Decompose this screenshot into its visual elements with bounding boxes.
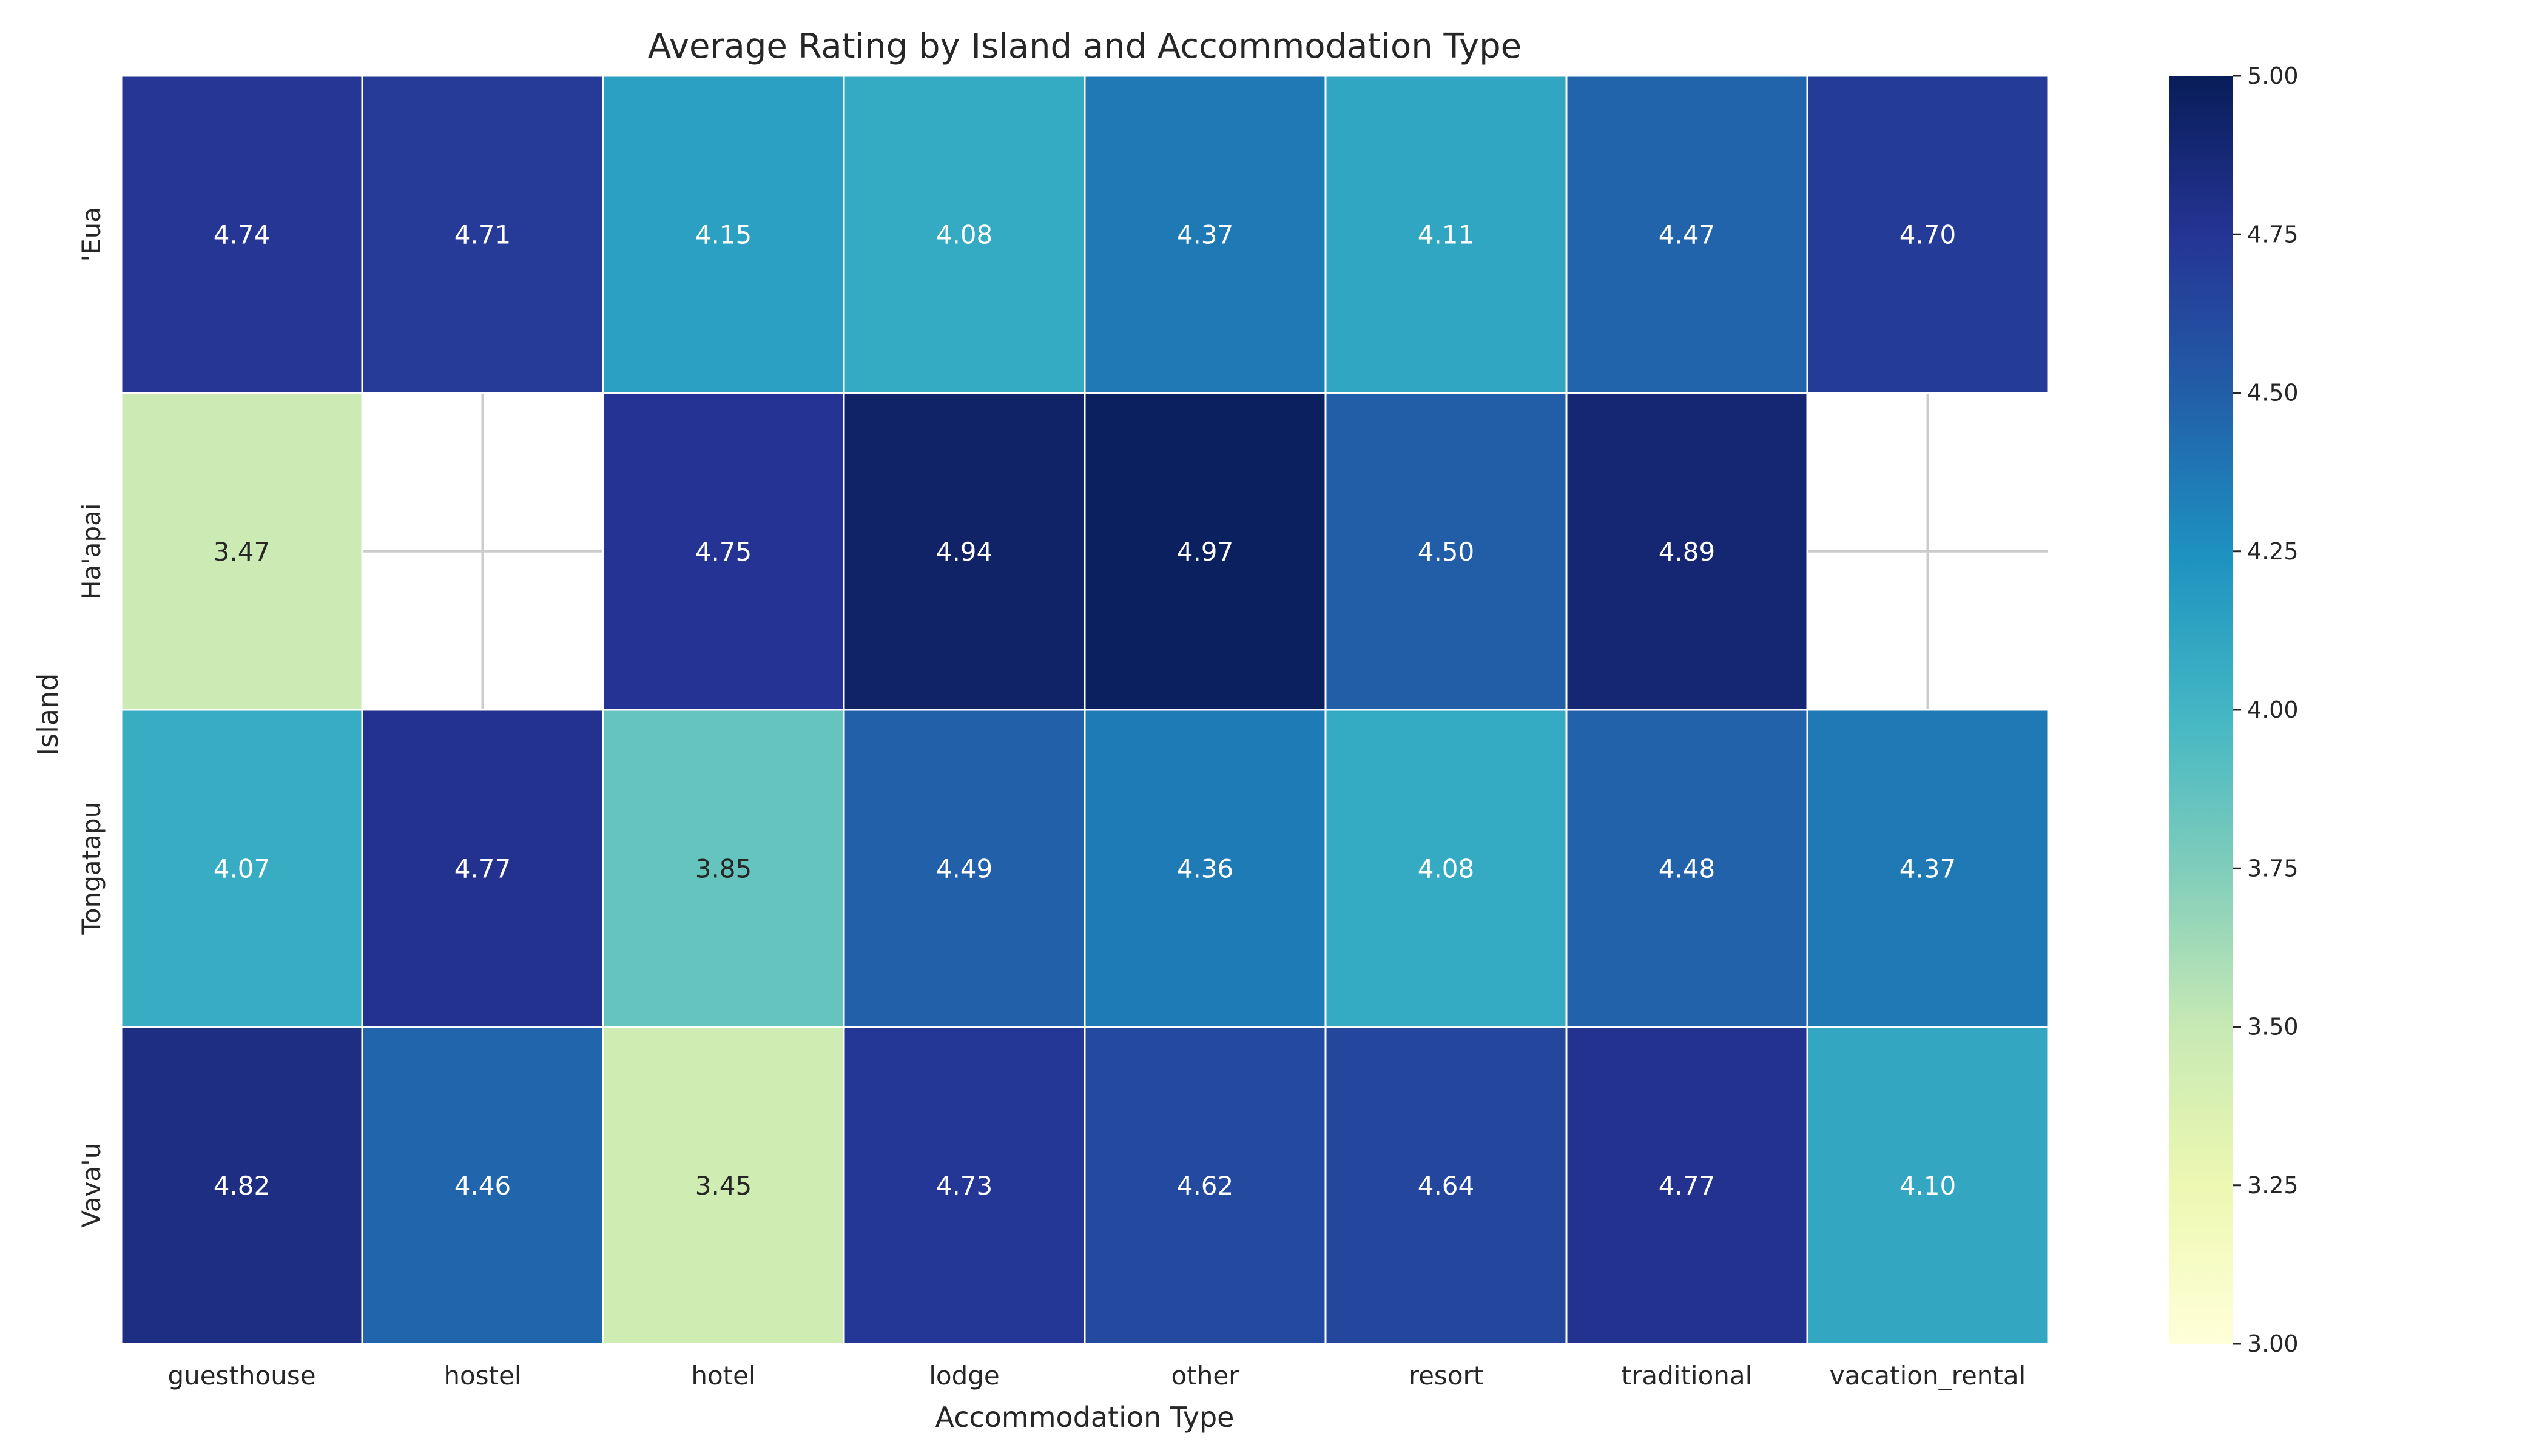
x-tick-label: hotel [691, 1361, 755, 1390]
y-tick-label: Ha'apai [76, 503, 106, 599]
x-tick-label: hostel [443, 1361, 521, 1390]
heatmap-cell [1565, 75, 1808, 394]
heatmap-cell [1806, 75, 2049, 394]
cell-value-label: 3.47 [214, 537, 271, 567]
cell-value-label: 4.77 [1659, 1171, 1716, 1201]
heatmap-cell [120, 1026, 363, 1345]
colorbar: 3.00 3.25 3.50 3.75 4.00 4.25 4.50 4.75 5.00 [2169, 62, 2299, 1357]
colorbar-tick-label: 4.50 [2247, 380, 2299, 406]
heatmap-cell [1806, 1026, 2049, 1345]
x-tick-label: other [1171, 1361, 1240, 1390]
heatmap-cell [1324, 709, 1568, 1028]
cell-value-label: 4.77 [454, 854, 511, 883]
colorbar-tick-label: 3.50 [2247, 1014, 2299, 1040]
cell-value-label: 4.48 [1659, 854, 1716, 883]
heatmap-cell [843, 1026, 1086, 1345]
heatmap-cell [1565, 1026, 1808, 1345]
chart-title: Average Rating by Island and Accommodati… [648, 27, 1522, 66]
x-tick-label: resort [1409, 1361, 1484, 1390]
heatmap-cell [1084, 709, 1327, 1028]
colorbar-tick-label: 3.75 [2247, 855, 2299, 881]
cell-value-label: 4.75 [695, 537, 752, 567]
heatmap-cells: 4.74 4.71 4.15 4.08 4.37 4.11 4.47 4.70 3.47 4.75… [120, 75, 2049, 1345]
y-tick-label: 'Eua [76, 207, 106, 261]
cell-value-label: 4.46 [454, 1171, 511, 1201]
cell-value-label: 4.97 [1177, 537, 1234, 567]
cell-value-label: 4.89 [1659, 537, 1716, 567]
x-tick-label: lodge [929, 1361, 1000, 1390]
colorbar-tick-label: 3.25 [2247, 1172, 2299, 1199]
cell-value-label: 4.08 [1418, 854, 1475, 883]
x-tick-labels: guesthouse hostel hotel lodge other resort tra… [167, 1361, 2026, 1390]
heatmap-cell [602, 392, 845, 711]
y-tick-labels: 'Eua Ha'apai Tongatapu Vava'u [76, 207, 106, 1228]
heatmap-cell [120, 75, 363, 394]
cell-value-label: 4.37 [1899, 854, 1956, 883]
heatmap-cell [120, 709, 363, 1028]
cell-value-label: 4.73 [936, 1171, 993, 1201]
cell-value-label: 4.11 [1418, 220, 1475, 249]
heatmap-cell [1324, 392, 1568, 711]
cell-value-label: 4.64 [1418, 1171, 1475, 1201]
cell-value-label: 4.74 [214, 220, 271, 249]
x-tick-label: traditional [1622, 1361, 1753, 1390]
cell-value-label: 4.62 [1177, 1171, 1234, 1201]
cell-value-label: 4.36 [1177, 854, 1234, 883]
heatmap-cell [602, 709, 845, 1028]
y-tick-label: Vava'u [76, 1143, 106, 1228]
heatmap-cell [843, 75, 1086, 394]
heatmap-cell [120, 392, 363, 711]
cell-value-label: 4.94 [936, 537, 993, 567]
colorbar-tick-label: 4.00 [2247, 696, 2299, 723]
cell-value-label: 4.50 [1418, 537, 1475, 567]
y-tick-label: Tongatapu [76, 802, 106, 935]
x-tick-label: guesthouse [167, 1361, 315, 1390]
heatmap-cell [843, 709, 1086, 1028]
heatmap-cell [1084, 392, 1327, 711]
cell-value-label: 4.49 [936, 854, 993, 883]
heatmap-cell [361, 75, 604, 394]
heatmap-cell [1084, 75, 1327, 394]
cell-value-label: 3.85 [695, 854, 752, 883]
colorbar-tick-label: 5.00 [2247, 62, 2299, 89]
colorbar-tick-label: 4.75 [2247, 221, 2299, 248]
y-axis-label: Island [32, 673, 64, 757]
colorbar-gradient [2169, 76, 2233, 1344]
cell-value-label: 4.08 [936, 220, 993, 249]
x-tick-label: vacation_rental [1830, 1361, 2026, 1390]
heatmap-cell [361, 709, 604, 1028]
cell-value-label: 4.47 [1659, 220, 1716, 249]
heatmap-cell [361, 1026, 604, 1345]
cell-value-label: 4.71 [454, 220, 511, 249]
cell-value-label: 4.15 [695, 220, 752, 249]
heatmap-cell [602, 75, 845, 394]
cell-value-label: 4.07 [214, 854, 271, 883]
heatmap-cell [1084, 1026, 1327, 1345]
heatmap-cell [1565, 392, 1808, 711]
cell-value-label: 3.45 [695, 1171, 752, 1201]
heatmap-cell [1806, 709, 2049, 1028]
colorbar-tick-label: 4.25 [2247, 538, 2299, 565]
x-axis-label: Accommodation Type [935, 1401, 1235, 1434]
colorbar-tick-label: 3.00 [2247, 1330, 2299, 1357]
cell-value-label: 4.82 [214, 1171, 271, 1201]
cell-value-label: 4.70 [1899, 220, 1956, 249]
cell-value-label: 4.10 [1899, 1171, 1956, 1201]
cell-value-label: 4.37 [1177, 220, 1234, 249]
heatmap-cell [843, 392, 1086, 711]
